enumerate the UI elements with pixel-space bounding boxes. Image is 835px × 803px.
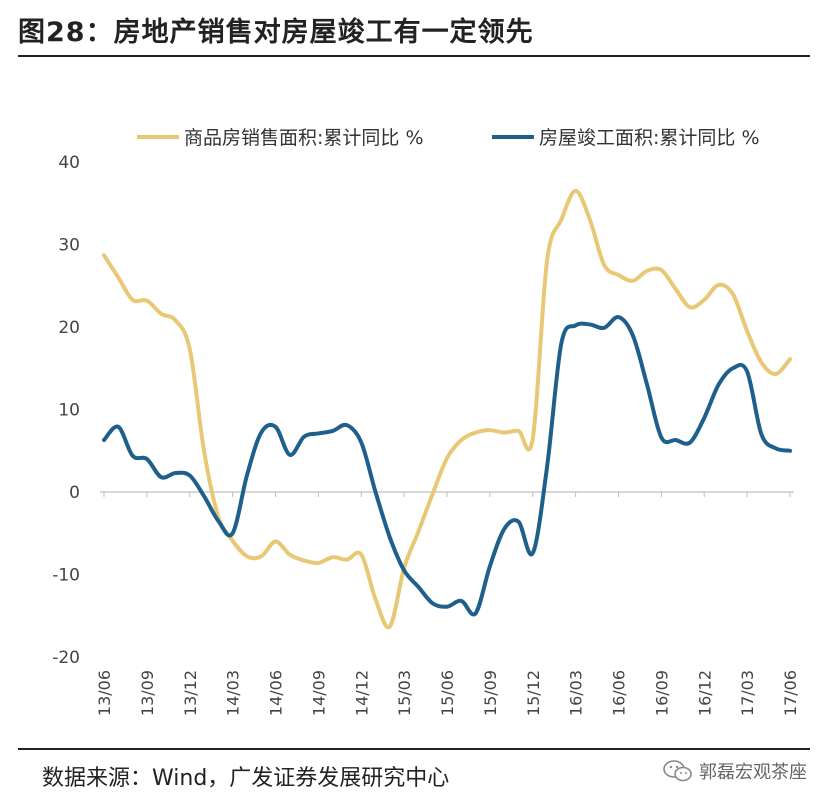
x-tick-label: 13/06 [95, 670, 114, 716]
x-tick-label: 17/03 [738, 670, 757, 716]
legend: 商品房销售面积:累计同比 % 房屋竣工面积:累计同比 % [137, 127, 760, 149]
footer-divider [18, 748, 810, 750]
y-tick-label: 30 [58, 236, 80, 256]
series-line-completion [102, 315, 792, 617]
series-line-sales [102, 188, 792, 630]
y-tick-label: -10 [52, 566, 80, 586]
x-tick-label: 14/12 [352, 670, 371, 716]
x-tick-label: 14/06 [267, 670, 286, 716]
source-note: 数据来源：Wind，广发证券发展研究中心 [42, 766, 450, 791]
y-tick-label: 20 [58, 318, 80, 338]
x-tick-label: 16/03 [567, 670, 586, 716]
y-axis: -20 -10 0 10 20 30 40 [52, 153, 80, 668]
x-tick-label: 15/12 [524, 670, 543, 716]
x-tick-label: 13/12 [181, 670, 200, 716]
watermark-text: 郭磊宏观茶座 [699, 762, 807, 783]
y-tick-label: 40 [58, 153, 80, 173]
x-tick-label: 15/09 [481, 670, 500, 716]
watermark: 郭磊宏观茶座 [663, 758, 807, 784]
x-tick-label: 14/09 [309, 670, 328, 716]
series-group [102, 188, 792, 630]
y-tick-label: -20 [52, 648, 80, 668]
title-divider [18, 55, 810, 57]
x-tick-label: 15/03 [395, 670, 414, 716]
x-tick-label: 17/06 [781, 670, 800, 716]
x-tick-label: 16/09 [652, 670, 671, 716]
page-title: 图28：房地产销售对房屋竣工有一定领先 [18, 17, 534, 48]
x-tick-label: 16/06 [610, 670, 629, 716]
x-tick-label: 15/06 [438, 670, 457, 716]
legend-label-completion: 房屋竣工面积:累计同比 % [539, 127, 760, 149]
x-tick-label: 14/03 [224, 670, 243, 716]
legend-label-sales: 商品房销售面积:累计同比 % [184, 127, 424, 149]
line-chart: 商品房销售面积:累计同比 % 房屋竣工面积:累计同比 % -20 -10 0 10 20… [52, 127, 800, 716]
wechat-icon [663, 760, 693, 782]
y-tick-label: 0 [69, 483, 80, 503]
x-axis: 13/06 13/09 13/12 14/03 14/06 14/09 14/12 15/03… [95, 491, 800, 716]
x-tick-label: 16/12 [695, 670, 714, 716]
x-tick-label: 13/09 [138, 670, 157, 716]
y-tick-label: 10 [58, 401, 80, 421]
